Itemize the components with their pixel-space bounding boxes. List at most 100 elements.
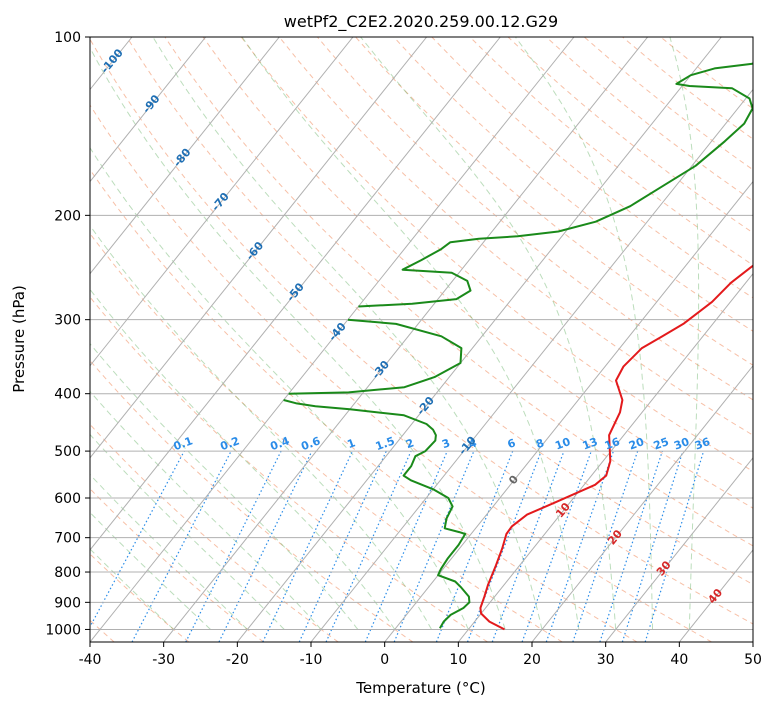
y-axis-label: Pressure (hPa) — [10, 285, 28, 393]
dry-adiabat — [431, 37, 753, 299]
isotherm-line — [531, 364, 753, 642]
mixing-ratio-label: 6 — [506, 436, 518, 451]
moist-adiabat — [514, 37, 653, 630]
mixing-ratio-label: 1.5 — [374, 434, 397, 453]
mixing-ratio-line — [521, 450, 592, 642]
x-tick-label: 40 — [670, 652, 688, 668]
mixing-ratio-label: 1 — [346, 436, 358, 451]
moist-adiabat — [90, 390, 322, 630]
isotherm-label: -40 — [326, 320, 349, 344]
x-tick-label: -40 — [79, 652, 102, 668]
isotherm-line — [236, 37, 722, 642]
x-tick-label: 10 — [449, 652, 467, 668]
isotherm-line — [384, 180, 753, 642]
dry-adiabat — [278, 37, 753, 436]
mixing-ratio-label: 4 — [467, 436, 479, 451]
mixing-ratio-label: 3 — [440, 436, 452, 451]
x-tick-label: 50 — [744, 652, 762, 668]
isotherm-line — [90, 37, 280, 275]
x-axis: -40 -30 -20 -10 0 10 20 30 40 50 — [79, 642, 762, 668]
dry-adiabat — [317, 37, 753, 401]
isotherm-line — [90, 37, 575, 642]
isotherm-label: -90 — [140, 92, 163, 116]
x-tick-label: 20 — [523, 652, 541, 668]
isotherm-label: -60 — [243, 239, 266, 263]
dry-adiabat — [202, 37, 753, 509]
mixing-ratio-line — [644, 450, 705, 642]
isotherm-line — [752, 641, 753, 642]
mixing-ratio-line — [545, 450, 614, 642]
isotherm-line — [90, 37, 354, 367]
moist-adiabat — [90, 146, 469, 630]
mixing-ratio-line — [572, 450, 639, 642]
moist-adiabat — [241, 37, 580, 630]
grid-lines — [0, 37, 753, 642]
moist-adiabat — [90, 342, 359, 630]
y-tick-label: 600 — [54, 491, 81, 507]
y-tick-label: 400 — [54, 387, 81, 403]
sounding-line — [479, 264, 753, 631]
mixing-ratio-label: 30 — [672, 435, 691, 453]
isotherm-label: -100 — [98, 46, 126, 76]
isotherm-line — [90, 37, 207, 183]
y-tick-label: 300 — [54, 313, 81, 329]
mixing-ratio-label: 0.4 — [269, 434, 292, 453]
isotherm-line — [0, 37, 58, 642]
moist-adiabat — [90, 46, 506, 630]
dry-adiabat — [583, 37, 753, 171]
x-axis-label: Temperature (°C) — [355, 679, 485, 697]
chart-title: wetPf2_C2E2.2020.259.00.12.G29 — [284, 12, 558, 32]
moist-adiabat — [360, 37, 617, 630]
dry-adiabat — [393, 37, 753, 332]
sounding-line — [283, 399, 471, 629]
isotherm-label: -80 — [171, 146, 194, 170]
mixing-ratio-label: 10 — [553, 435, 572, 453]
mixing-ratio-label: 13 — [581, 435, 600, 452]
dry-adiabat — [90, 488, 264, 642]
mixing-ratio-label: 0.2 — [219, 434, 242, 453]
x-tick-label: 30 — [597, 652, 615, 668]
mixing-ratio-line — [298, 450, 387, 642]
dry-adiabat — [90, 38, 753, 625]
isotherm-line — [605, 457, 753, 642]
line-labels: 0.1 0.2 0.4 0.6 1 1.5 2 3 4 6 8 10 13 16 20 25 30 36-100-… — [98, 46, 725, 606]
x-tick-label: -30 — [152, 652, 175, 668]
mixing-ratio-line — [466, 450, 542, 642]
moist-adiabat — [90, 511, 211, 630]
isotherm-line — [90, 37, 428, 459]
isotherm-line — [457, 272, 753, 642]
isotherm-line — [90, 37, 501, 551]
mixing-ratio-label: 0.1 — [172, 434, 195, 453]
dry-adiabat — [90, 232, 563, 642]
plot-frame — [89, 36, 754, 643]
moist-adiabat — [90, 224, 432, 630]
dry-adiabat — [90, 423, 339, 642]
mixing-ratio-line — [262, 450, 354, 642]
mixing-ratio-label: 25 — [652, 435, 671, 452]
dry-adiabat — [507, 37, 753, 234]
moist-adiabat — [669, 37, 700, 630]
sounding-line — [358, 62, 753, 308]
isotherm-label: -50 — [284, 280, 307, 304]
isotherm-label: 40 — [705, 586, 725, 606]
mixing-ratio-line — [364, 450, 448, 642]
dry-adiabat — [355, 37, 753, 366]
x-tick-label: -20 — [226, 652, 249, 668]
dry-adiabat — [469, 37, 753, 266]
dry-adiabat — [90, 168, 638, 642]
moist-adiabat — [90, 548, 175, 630]
isotherm-label: -30 — [369, 358, 392, 382]
mixing-ratio-line — [599, 450, 663, 642]
isotherm-line — [310, 88, 753, 642]
sounding-line — [288, 318, 463, 395]
y-tick-label: 200 — [54, 208, 81, 224]
sounding-series — [283, 62, 753, 631]
background-lines — [90, 37, 753, 642]
y-axis: 100 200 300 400 500 600 700 800 900 1000 — [45, 30, 90, 638]
y-tick-label: 100 — [54, 30, 81, 46]
isotherm-label: -70 — [209, 190, 232, 214]
isotherm-line — [678, 549, 753, 642]
y-tick-label: 700 — [54, 531, 81, 547]
dry-adiabat — [90, 104, 712, 642]
